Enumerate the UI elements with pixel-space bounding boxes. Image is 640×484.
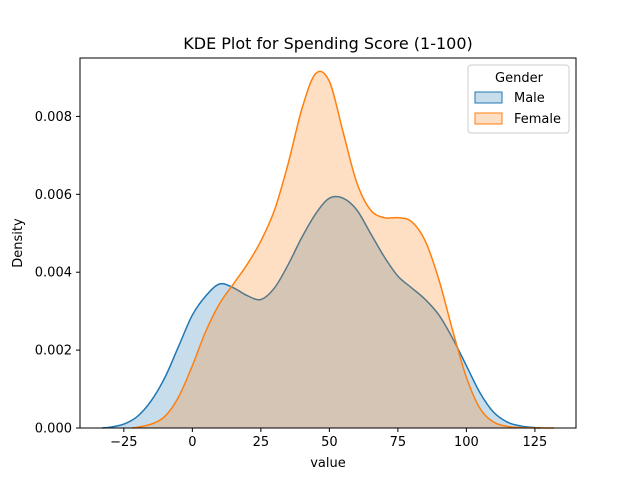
y-tick-label: 0.000 xyxy=(35,422,72,437)
x-tick-label: −25 xyxy=(110,435,137,450)
x-tick-label: 75 xyxy=(390,435,407,450)
density-line-female xyxy=(131,70,555,429)
series-layer xyxy=(101,70,555,429)
y-tick-label: 0.004 xyxy=(35,266,72,281)
legend-label-male: Male xyxy=(514,91,545,106)
x-tick-label: 0 xyxy=(188,435,196,450)
y-tick-label: 0.002 xyxy=(35,344,72,359)
legend-title: Gender xyxy=(495,71,544,86)
y-axis-label: Density xyxy=(11,218,26,268)
plot-frame xyxy=(79,57,577,429)
x-tick-label: 100 xyxy=(454,435,479,450)
chart-title: KDE Plot for Spending Score (1-100) xyxy=(183,34,473,53)
density-line-male xyxy=(101,195,541,429)
density-area-male xyxy=(101,196,541,428)
density-area-female xyxy=(132,71,555,428)
legend-box xyxy=(467,64,570,134)
x-axis-label: value xyxy=(310,456,346,471)
y-tick-label: 0.006 xyxy=(35,188,72,203)
x-axis: −25 0 25 50 75 100 125 xyxy=(110,428,547,450)
legend: Gender Male Female xyxy=(467,64,570,134)
legend-swatch-female xyxy=(474,112,503,125)
legend-swatch-male xyxy=(474,91,503,104)
y-axis: 0.000 0.002 0.004 0.006 0.008 xyxy=(35,110,80,437)
x-tick-label: 25 xyxy=(253,435,270,450)
legend-label-female: Female xyxy=(514,112,561,127)
x-tick-label: 125 xyxy=(522,435,547,450)
y-tick-label: 0.008 xyxy=(35,110,72,125)
x-tick-label: 50 xyxy=(321,435,338,450)
